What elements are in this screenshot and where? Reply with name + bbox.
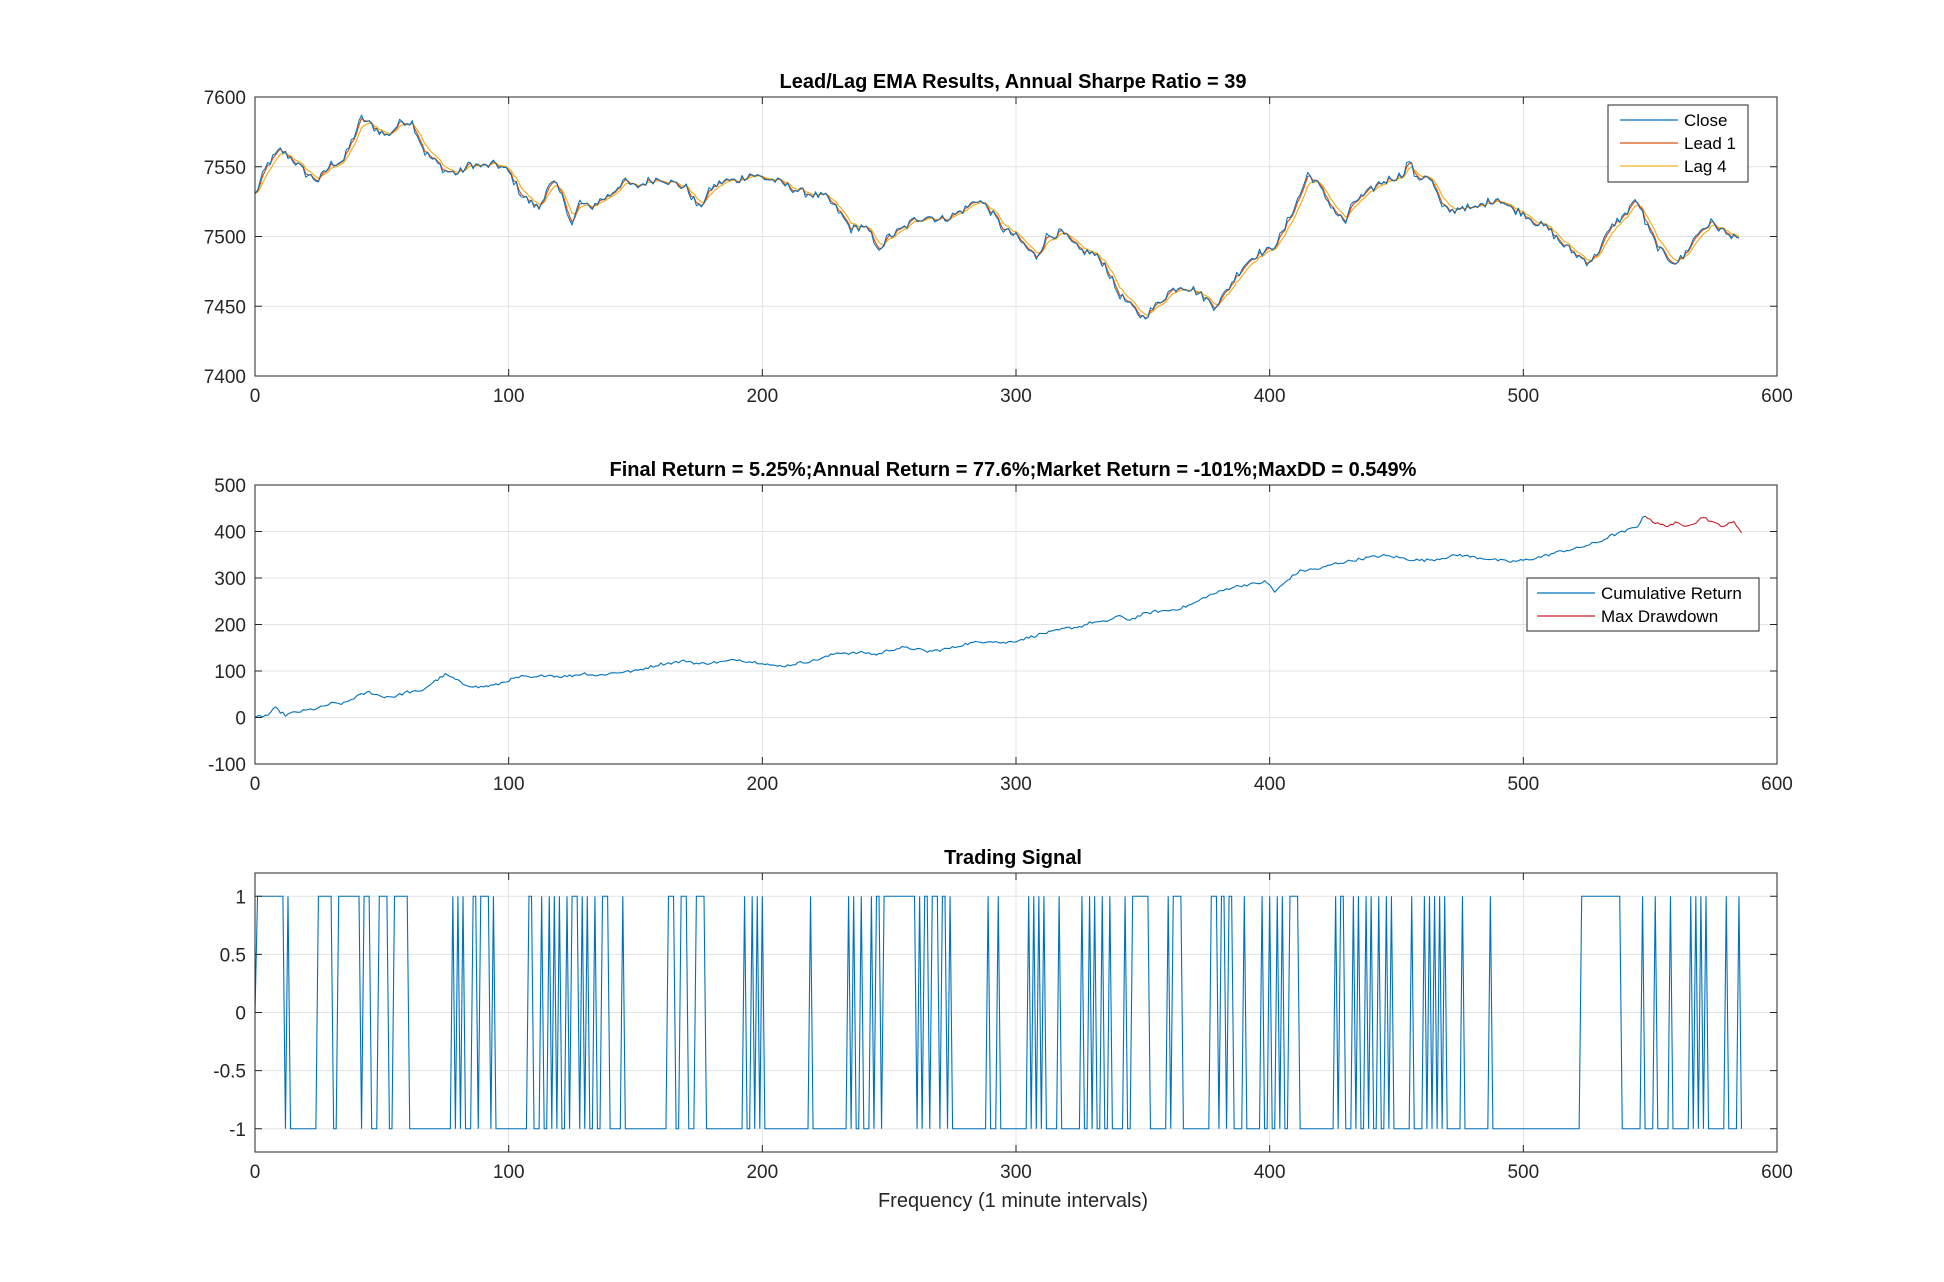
x-tick-label: 200 [746, 774, 778, 795]
returns-legend-box [1526, 577, 1760, 632]
x-tick-label: 100 [493, 1162, 525, 1183]
y-tick-label: 0 [235, 1004, 246, 1025]
legend-lag-label: Lag 4 [1684, 157, 1727, 176]
y-tick-label: 1 [235, 887, 246, 908]
x-tick-label: 0 [250, 774, 261, 795]
x-tick-label: 200 [746, 1162, 778, 1183]
y-tick-label: 500 [214, 476, 246, 497]
x-tick-label: 600 [1761, 1162, 1793, 1183]
x-tick-label: 400 [1254, 386, 1286, 407]
signal-panel: Trading Signal 0 100 200 300 400 500 600 -1 -0.5… [213, 847, 1793, 1212]
x-tick-label: 400 [1254, 1162, 1286, 1183]
x-tick-label: 300 [1000, 1162, 1032, 1183]
x-tick-label: 200 [746, 386, 778, 407]
y-tick-label: 7550 [204, 158, 246, 179]
signal-xlabel: Frequency (1 minute intervals) [878, 1190, 1148, 1212]
x-tick-label: 500 [1507, 386, 1539, 407]
x-tick-label: 0 [250, 386, 261, 407]
legend-lead-label: Lead 1 [1684, 134, 1736, 153]
price-ema-title: Lead/Lag EMA Results, Annual Sharpe Rati… [780, 71, 1247, 93]
price-ema-series [254, 114, 1740, 320]
max-drawdown-line [1644, 515, 1742, 534]
returns-legend: Cumulative Return Max Drawdown [1526, 577, 1760, 632]
y-tick-label: 7450 [204, 297, 246, 318]
y-tick-label: -100 [208, 755, 246, 776]
price-ema-grid [255, 97, 1777, 376]
y-tick-label: 7400 [204, 367, 246, 388]
series-line-0 [254, 114, 1740, 320]
y-tick-label: 0.5 [220, 945, 246, 966]
signal-ticks: 0 100 200 300 400 500 600 -1 -0.5 0 0.5 1 [213, 873, 1793, 1183]
x-tick-label: 500 [1507, 1162, 1539, 1183]
returns-grid [255, 485, 1777, 764]
y-tick-label: 100 [214, 662, 246, 683]
legend-cumulative-label: Cumulative Return [1601, 584, 1742, 603]
y-tick-label: 7600 [204, 88, 246, 109]
price-ema-ticks: 0 100 200 300 400 500 600 7400 7450 7500 7550 7600 [204, 88, 1793, 407]
x-tick-label: 100 [493, 386, 525, 407]
signal-series [254, 895, 1743, 1130]
y-tick-label: -0.5 [213, 1062, 246, 1083]
legend-drawdown-label: Max Drawdown [1601, 607, 1718, 626]
x-tick-label: 0 [250, 1162, 261, 1183]
y-tick-label: -1 [229, 1120, 246, 1141]
cumulative-return-line [254, 515, 1646, 718]
y-tick-label: 400 [214, 523, 246, 544]
legend-close-label: Close [1684, 111, 1727, 130]
x-tick-label: 500 [1507, 774, 1539, 795]
y-tick-label: 300 [214, 569, 246, 590]
x-tick-label: 600 [1761, 774, 1793, 795]
returns-panel: Final Return = 5.25%;Annual Return = 77.… [208, 459, 1793, 795]
returns-title: Final Return = 5.25%;Annual Return = 77.… [610, 459, 1417, 481]
x-tick-label: 300 [1000, 774, 1032, 795]
x-tick-label: 600 [1761, 386, 1793, 407]
signal-title: Trading Signal [944, 847, 1082, 869]
price-ema-legend: Close Lead 1 Lag 4 [1607, 104, 1749, 183]
x-tick-label: 300 [1000, 386, 1032, 407]
x-tick-label: 100 [493, 774, 525, 795]
trading-signal-line [254, 895, 1743, 1130]
x-tick-label: 400 [1254, 774, 1286, 795]
y-tick-label: 0 [235, 709, 246, 730]
price-ema-panel: Lead/Lag EMA Results, Annual Sharpe Rati… [204, 71, 1793, 407]
returns-series [254, 515, 1742, 718]
y-tick-label: 7500 [204, 228, 246, 249]
y-tick-label: 200 [214, 616, 246, 637]
